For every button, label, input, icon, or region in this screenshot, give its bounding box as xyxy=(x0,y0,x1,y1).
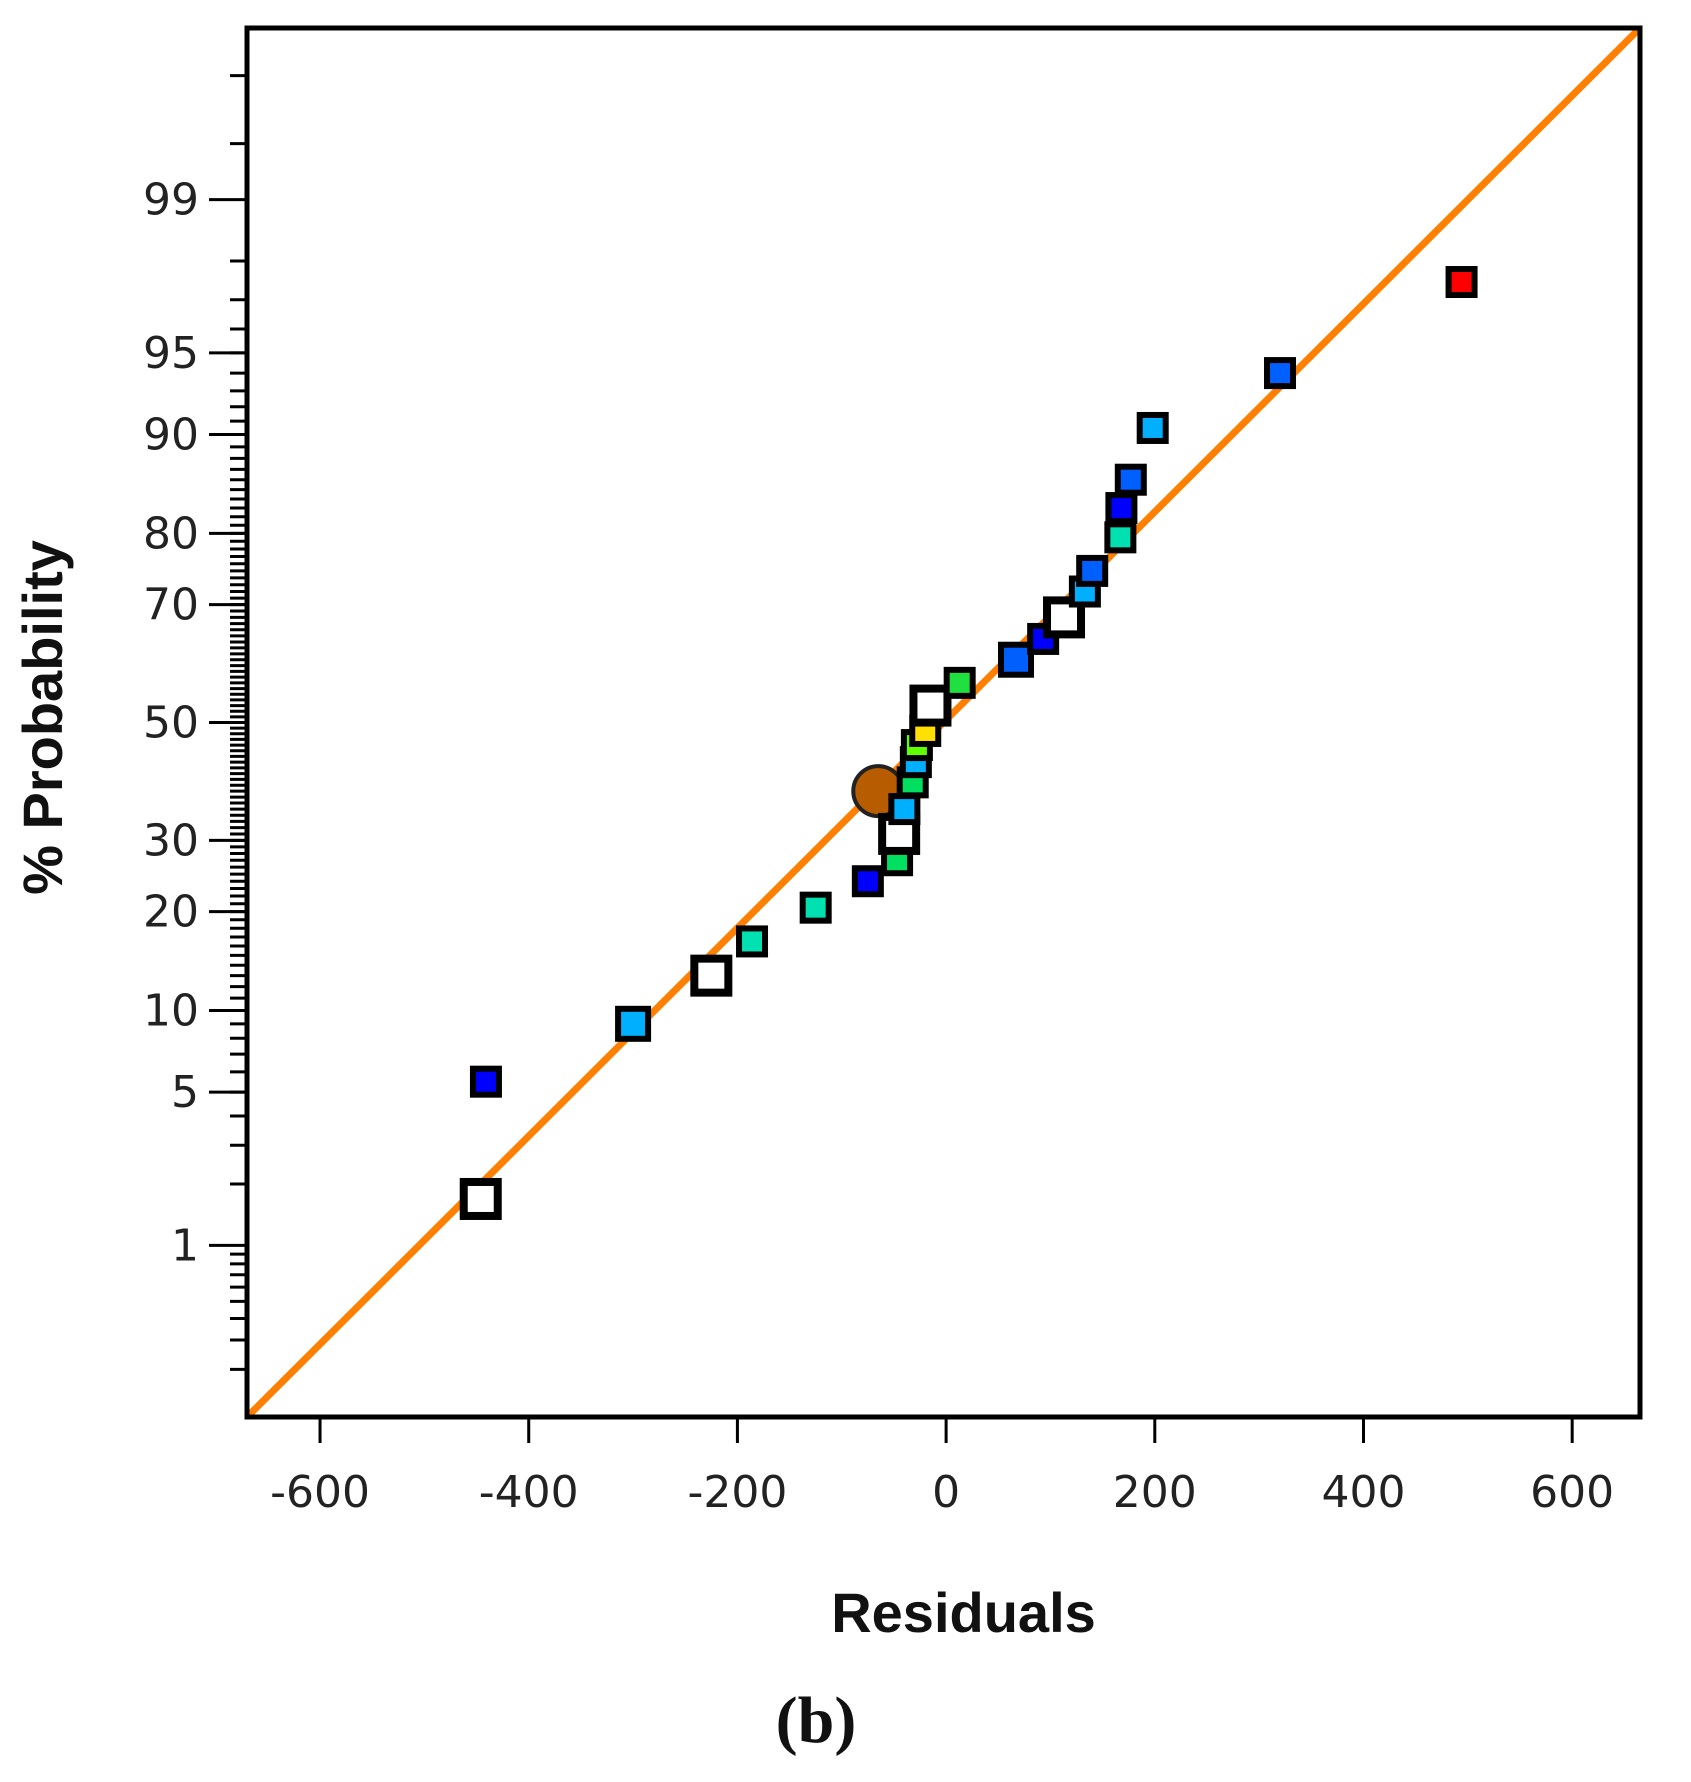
y-tick-label: 95 xyxy=(143,328,199,379)
y-tick-label: 1 xyxy=(171,1220,199,1271)
data-point xyxy=(998,641,1035,678)
y-tick-label: 30 xyxy=(143,815,199,866)
x-tick-label: -600 xyxy=(270,1467,370,1518)
data-point xyxy=(1105,492,1138,525)
data-point xyxy=(690,954,733,997)
y-tick-label: 70 xyxy=(143,580,199,631)
data-point xyxy=(459,1177,502,1220)
y-tick-label: 99 xyxy=(143,175,199,226)
data-point xyxy=(736,925,769,958)
x-tick-label: 200 xyxy=(1113,1467,1197,1518)
data-point xyxy=(1136,411,1169,444)
x-tick-label: 600 xyxy=(1530,1467,1614,1518)
y-tick-label: 10 xyxy=(143,986,199,1037)
x-tick-label: -200 xyxy=(687,1467,787,1518)
y-tick-label: 50 xyxy=(143,698,199,749)
data-points xyxy=(459,266,1478,1220)
data-point xyxy=(469,1065,502,1098)
x-tick-label: 400 xyxy=(1321,1467,1405,1518)
x-tick-label: -400 xyxy=(479,1467,579,1518)
figure-caption: (b) xyxy=(776,1684,857,1757)
y-axis-title: % Probability xyxy=(11,540,74,895)
data-point xyxy=(851,865,884,898)
y-tick-label: 20 xyxy=(143,887,199,938)
x-tick-label: 0 xyxy=(932,1467,960,1518)
data-point xyxy=(615,1005,652,1042)
data-point xyxy=(799,891,832,924)
y-tick-label: 5 xyxy=(171,1067,199,1118)
y-tick-label: 90 xyxy=(143,409,199,460)
y-tick-labels: 1 5 10 20 30 50 70 80 90 95 99 xyxy=(143,175,199,1272)
data-point xyxy=(1076,554,1109,587)
data-point xyxy=(1264,357,1297,390)
x-axis-title: Residuals xyxy=(831,1581,1096,1644)
data-point xyxy=(1445,266,1478,299)
data-point xyxy=(909,684,952,727)
data-point xyxy=(943,666,976,699)
data-point xyxy=(888,793,921,826)
data-point xyxy=(1104,521,1137,554)
y-tick-label: 80 xyxy=(143,508,199,559)
x-tick-labels: -600 -400 -200 0 200 400 600 xyxy=(270,1467,1614,1518)
tick-marks xyxy=(209,74,1574,1443)
plot-frame xyxy=(244,25,1643,1420)
data-point xyxy=(1114,463,1147,496)
